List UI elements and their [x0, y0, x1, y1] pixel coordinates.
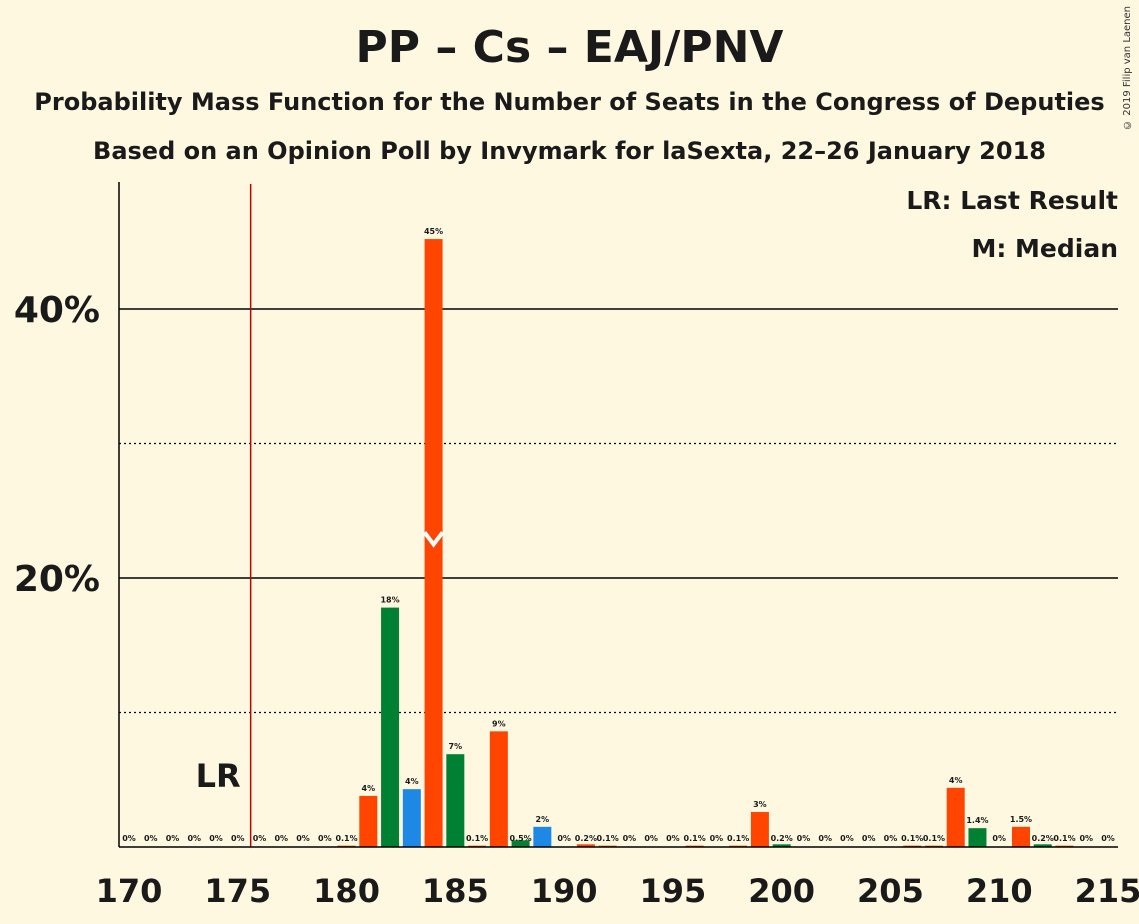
data-label-202: 0% — [818, 834, 832, 843]
data-label-207: 0.1% — [923, 834, 945, 843]
x-tick-label-190: 190 — [531, 872, 598, 910]
bar-191 — [576, 844, 595, 847]
x-tick-label-200: 200 — [748, 872, 815, 910]
data-label-192: 0.1% — [597, 834, 619, 843]
x-tick-label-205: 205 — [857, 872, 924, 910]
bars-group — [337, 239, 1074, 847]
data-label-185: 7% — [449, 742, 463, 751]
data-label-204: 0% — [862, 834, 876, 843]
data-label-211: 1.5% — [1010, 815, 1032, 824]
x-tick-label-175: 175 — [204, 872, 271, 910]
data-label-210: 0% — [992, 834, 1006, 843]
bar-211 — [1011, 826, 1030, 847]
data-label-206: 0.1% — [901, 834, 923, 843]
y-tick-label-40: 40% — [14, 290, 100, 331]
data-label-191: 0.2% — [575, 834, 597, 843]
bar-185 — [446, 754, 465, 847]
data-label-176: 0% — [253, 834, 267, 843]
data-label-215: 0% — [1101, 834, 1115, 843]
data-label-184: 45% — [424, 227, 443, 236]
data-label-189: 2% — [536, 815, 550, 824]
data-label-213: 0.1% — [1053, 834, 1075, 843]
x-tick-label-180: 180 — [313, 872, 380, 910]
x-tick-label-215: 215 — [1075, 872, 1139, 910]
data-label-194: 0% — [644, 834, 658, 843]
legend-median: M: Median — [971, 234, 1118, 263]
x-tick-label-210: 210 — [966, 872, 1033, 910]
data-label-175: 0% — [231, 834, 245, 843]
data-label-186: 0.1% — [466, 834, 488, 843]
chart-subtitle: Probability Mass Function for the Number… — [34, 88, 1105, 116]
data-label-197: 0% — [710, 834, 724, 843]
data-label-178: 0% — [296, 834, 310, 843]
bar-209 — [968, 828, 987, 847]
legend-last-result: LR: Last Result — [906, 186, 1118, 215]
gridlines — [119, 184, 1118, 847]
data-label-212: 0.2% — [1032, 834, 1054, 843]
last-result-label: LR — [196, 757, 241, 795]
data-labels-group: 0% 0% 0% 0% 0% 0% 0% 0% 0% 0% 0.1%4%18%4%45%7%0.1%… — [122, 227, 1115, 843]
bar-187 — [489, 731, 508, 847]
data-label-208: 4% — [949, 776, 963, 785]
bar-188 — [511, 840, 530, 847]
data-label-190: 0% — [557, 834, 571, 843]
bar-208 — [946, 787, 965, 847]
data-label-187: 9% — [492, 719, 506, 728]
data-label-180: 0.1% — [335, 834, 357, 843]
data-label-198: 0.1% — [727, 834, 749, 843]
x-tick-label-185: 185 — [422, 872, 489, 910]
data-label-170: 0% — [122, 834, 136, 843]
data-label-182: 18% — [380, 596, 399, 605]
data-label-183: 4% — [405, 777, 419, 786]
x-tick-label-170: 170 — [96, 872, 163, 910]
chart-source-line: Based on an Opinion Poll by Invymark for… — [93, 137, 1046, 165]
data-label-188: 0.5% — [510, 834, 532, 843]
data-label-174: 0% — [209, 834, 223, 843]
data-label-193: 0% — [623, 834, 637, 843]
bar-181 — [359, 795, 378, 847]
bar-212 — [1033, 844, 1052, 847]
data-label-199: 3% — [753, 800, 767, 809]
bar-182 — [381, 607, 400, 847]
bar-189 — [533, 826, 552, 847]
bar-183 — [402, 789, 421, 847]
y-tick-label-20: 20% — [14, 559, 100, 600]
data-label-214: 0% — [1079, 834, 1093, 843]
x-tick-label-195: 195 — [639, 872, 706, 910]
data-label-205: 0% — [884, 834, 898, 843]
data-label-203: 0% — [840, 834, 854, 843]
data-label-171: 0% — [144, 834, 158, 843]
data-label-195: 0% — [666, 834, 680, 843]
data-label-200: 0.2% — [771, 834, 793, 843]
data-label-173: 0% — [187, 834, 201, 843]
data-label-172: 0% — [166, 834, 180, 843]
bar-199 — [750, 812, 769, 847]
bar-200 — [772, 844, 791, 847]
data-label-177: 0% — [274, 834, 288, 843]
data-label-196: 0.1% — [684, 834, 706, 843]
axes-group: 20% 40% LR 170 175 180 185 190 195 200 205 210 215 — [14, 182, 1139, 910]
median-marker — [422, 531, 445, 548]
data-label-181: 4% — [362, 784, 376, 793]
data-label-179: 0% — [318, 834, 332, 843]
chart-title: PP – Cs – EAJ/PNV — [355, 22, 784, 73]
data-label-201: 0% — [797, 834, 811, 843]
data-label-209: 1.4% — [966, 816, 988, 825]
